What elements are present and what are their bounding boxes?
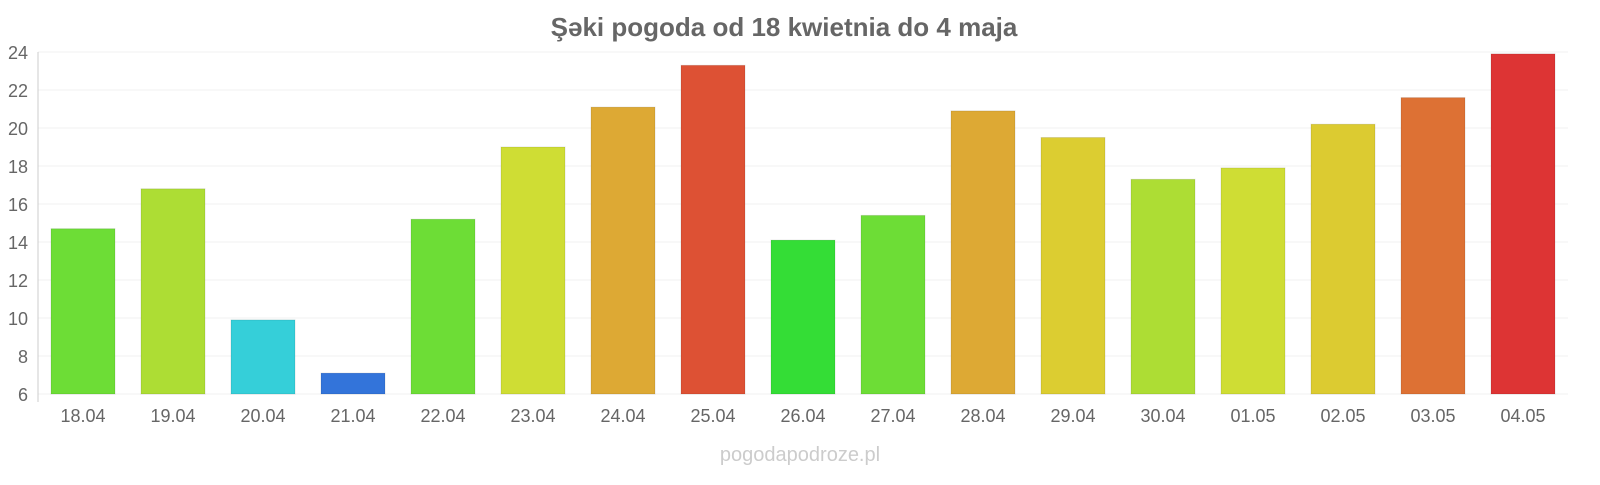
x-tick-label: 20.04 <box>240 406 285 426</box>
bar-22.04 <box>410 218 476 395</box>
y-tick-label: 22 <box>8 81 28 101</box>
y-tick-label: 20 <box>8 119 28 139</box>
x-tick-label: 18.04 <box>60 406 105 426</box>
bar-29.04 <box>1040 137 1106 395</box>
watermark: pogodapodroze.pl <box>720 444 880 466</box>
y-tick-label: 12 <box>8 271 28 291</box>
x-tick-label: 01.05 <box>1230 406 1275 426</box>
bar-23.04 <box>500 146 566 395</box>
bar-02.05 <box>1310 123 1376 395</box>
y-tick-label: 14 <box>8 233 28 253</box>
x-tick-label: 29.04 <box>1050 406 1095 426</box>
x-tick-label: 21.04 <box>330 406 375 426</box>
y-tick-label: 6 <box>18 385 28 405</box>
y-tick-label: 16 <box>8 195 28 215</box>
x-tick-label: 19.04 <box>150 406 195 426</box>
x-tick-label: 22.04 <box>420 406 465 426</box>
bar-18.04 <box>50 228 116 395</box>
y-tick-label: 24 <box>8 43 28 63</box>
x-tick-label: 25.04 <box>690 406 735 426</box>
x-tick-label: 24.04 <box>600 406 645 426</box>
bar-03.05 <box>1400 97 1466 395</box>
x-tick-label: 30.04 <box>1140 406 1185 426</box>
bar-28.04 <box>950 110 1016 395</box>
x-tick-label: 28.04 <box>960 406 1005 426</box>
bar-27.04 <box>860 214 926 395</box>
bar-25.04 <box>680 64 746 395</box>
x-tick-label: 03.05 <box>1410 406 1455 426</box>
y-tick-label: 10 <box>8 309 28 329</box>
bar-24.04 <box>590 106 656 395</box>
x-tick-label: 04.05 <box>1500 406 1545 426</box>
bar-04.05 <box>1490 53 1556 395</box>
bar-20.04 <box>230 319 296 395</box>
bar-30.04 <box>1130 178 1196 395</box>
y-tick-label: 18 <box>8 157 28 177</box>
chart-title: Şəki pogoda od 18 kwietnia do 4 maja <box>551 12 1018 42</box>
bar-19.04 <box>140 188 206 395</box>
y-tick-label: 8 <box>18 347 28 367</box>
x-tick-label: 26.04 <box>780 406 825 426</box>
bar-21.04 <box>320 372 386 395</box>
x-tick-label: 02.05 <box>1320 406 1365 426</box>
bar-01.05 <box>1220 167 1286 395</box>
x-tick-label: 27.04 <box>870 406 915 426</box>
x-tick-label: 23.04 <box>510 406 555 426</box>
bar-26.04 <box>770 239 836 395</box>
